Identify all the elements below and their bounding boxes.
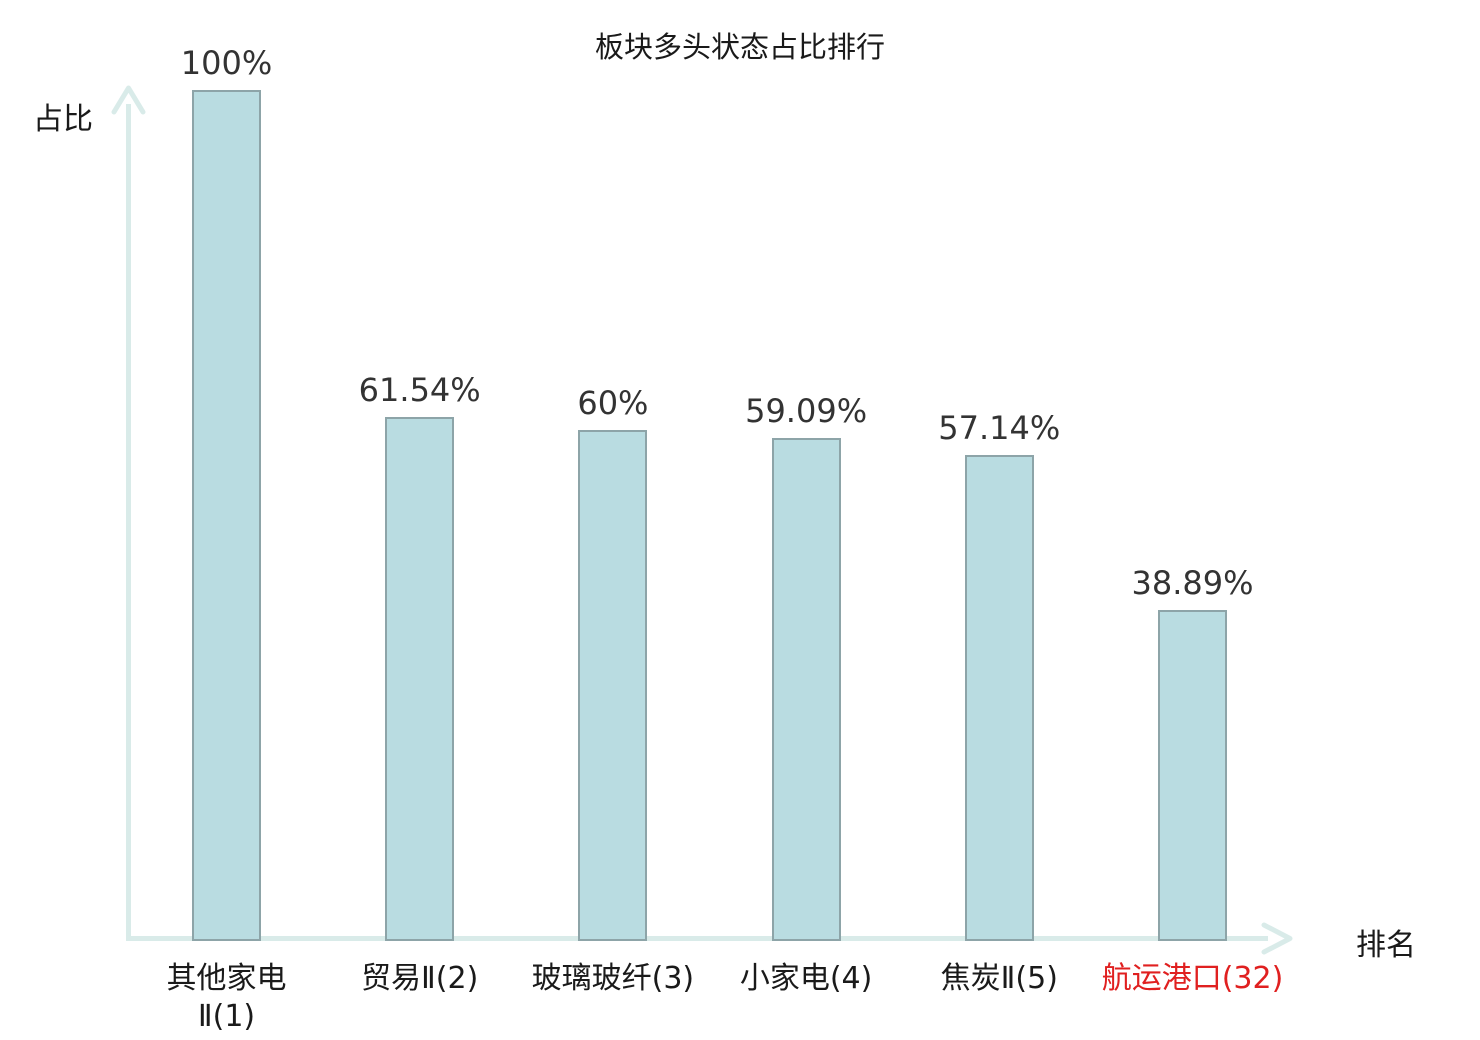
chart-title: 板块多头状态占比排行 xyxy=(594,30,885,64)
value-label-3: 60% xyxy=(577,384,649,423)
bar-3 xyxy=(578,430,648,941)
bar-6 xyxy=(1158,610,1227,941)
category-label-1: 其他家电 Ⅱ(1) xyxy=(166,961,287,1034)
y-axis-arrow-icon xyxy=(111,85,146,115)
value-label-5: 57.14% xyxy=(938,408,1061,447)
bar-5 xyxy=(964,454,1034,941)
category-label-4: 小家电(4) xyxy=(739,961,873,996)
category-label-3: 玻璃玻纤(3) xyxy=(531,961,695,996)
category-label-6: 航运港口(32) xyxy=(1101,961,1284,996)
y-axis-label: 占比 xyxy=(33,102,93,137)
category-label-2: 贸易Ⅱ(2) xyxy=(361,961,479,996)
x-axis-arrow-icon xyxy=(1261,922,1293,955)
category-label-5: 焦炭Ⅱ(5) xyxy=(940,961,1058,996)
bar-1 xyxy=(192,90,261,941)
bar-4 xyxy=(771,438,841,941)
value-label-4: 59.09% xyxy=(745,392,868,431)
x-axis-label: 排名 xyxy=(1356,928,1416,963)
value-label-2: 61.54% xyxy=(358,371,481,410)
value-label-1: 100% xyxy=(180,44,273,82)
value-label-6: 38.89% xyxy=(1131,564,1254,603)
bar-2 xyxy=(385,417,455,941)
